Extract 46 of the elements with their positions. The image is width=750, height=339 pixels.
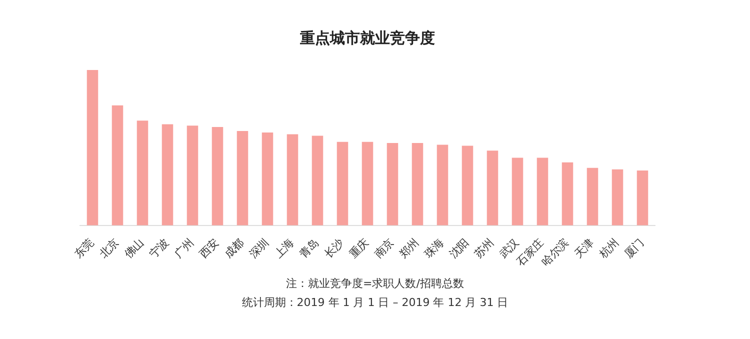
- x-tick-label: 苏州: [472, 236, 497, 261]
- bar: [262, 132, 274, 226]
- text: 注：就业竞争度=求职人数/招聘总数: [285, 276, 465, 291]
- x-tick-label: 天津: [572, 236, 597, 261]
- bar: [136, 120, 148, 226]
- bar: [636, 170, 648, 226]
- x-tick-label: 深圳: [246, 236, 272, 261]
- x-tick-label: 广州: [172, 236, 197, 261]
- x-tick-label: 重庆: [346, 236, 372, 261]
- bar: [462, 146, 474, 226]
- x-tick-label: 南京: [372, 236, 397, 261]
- bar: [186, 126, 198, 226]
- bar: [486, 150, 498, 226]
- x-tick-label: 成都: [222, 236, 247, 261]
- bar: [236, 131, 248, 226]
- x-tick-label: 上海: [272, 236, 297, 261]
- bar: [512, 158, 524, 226]
- x-tick-label: 佛山: [122, 236, 147, 261]
- bar: [312, 136, 324, 226]
- bar: [112, 105, 124, 226]
- bar: [612, 169, 624, 226]
- bar: [412, 143, 424, 226]
- bar: [286, 134, 298, 226]
- bar: [586, 168, 598, 226]
- text: 统计周期：2019 年 1 月 1 日 – 2019 年 12 月 31 日: [240, 295, 510, 310]
- bar: [336, 142, 348, 226]
- x-tick-label: 北京: [96, 236, 122, 261]
- x-tick-label: 杭州: [596, 236, 622, 262]
- bar: [436, 144, 448, 226]
- x-tick-label: 宁波: [146, 236, 172, 261]
- x-tick-label: 西安: [196, 236, 222, 261]
- bar: [362, 142, 374, 226]
- x-tick-label: 东莞: [72, 236, 97, 261]
- bar: [386, 143, 398, 226]
- bar: [86, 70, 98, 226]
- x-tick-label: 郑州: [396, 236, 422, 261]
- x-tick-label: 沈阳: [446, 236, 472, 261]
- bar: [562, 162, 574, 226]
- bar: [162, 124, 174, 226]
- x-tick-label: 青岛: [296, 236, 322, 261]
- x-tick-label: 长沙: [322, 236, 347, 261]
- chart-title: 重点城市就业竞争度: [299, 28, 435, 47]
- x-tick-label: 珠海: [422, 236, 447, 261]
- x-tick-label: 厦门: [622, 236, 647, 261]
- bar: [536, 158, 548, 226]
- bar: [212, 127, 224, 226]
